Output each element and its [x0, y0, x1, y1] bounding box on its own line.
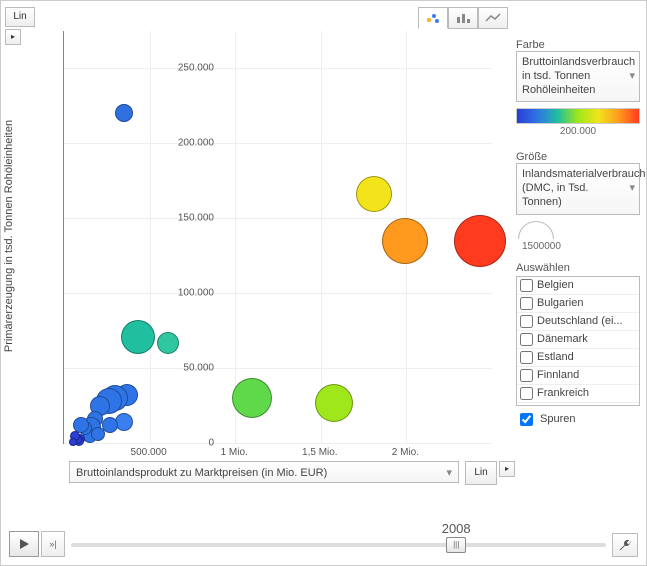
country-row[interactable]: Deutschland (ei...	[517, 313, 639, 331]
country-checkbox[interactable]	[520, 369, 533, 382]
data-point[interactable]	[454, 215, 506, 267]
data-point[interactable]	[121, 320, 155, 354]
size-select[interactable]: Inlandsmaterialverbrauch (DMC, in Tsd. T…	[516, 163, 640, 214]
data-point[interactable]	[232, 378, 272, 418]
color-select[interactable]: Bruttoinlandsverbrauch in tsd. Tonnen Ro…	[516, 51, 640, 102]
y-axis-label[interactable]: Primärerzeugung in tsd. Tonnen Rohöleinh…	[3, 120, 15, 352]
country-checkbox[interactable]	[520, 279, 533, 292]
color-label: Farbe	[516, 39, 640, 51]
trails-checkbox[interactable]	[520, 413, 533, 426]
size-label: Größe	[516, 151, 640, 163]
country-checkbox[interactable]	[520, 297, 533, 310]
data-point[interactable]	[115, 104, 133, 122]
speed-button[interactable]: »|	[41, 531, 65, 557]
country-row[interactable]: Bulgarien	[517, 295, 639, 313]
data-point[interactable]	[356, 176, 392, 212]
y-tick: 100.000	[159, 288, 214, 299]
trails-checkbox-row[interactable]: Spuren	[516, 410, 640, 429]
country-row[interactable]: Estland	[517, 349, 639, 367]
country-checkbox[interactable]	[520, 351, 533, 364]
tab-bar[interactable]	[448, 7, 478, 29]
y-expand-button[interactable]: ▸	[5, 29, 21, 45]
scatter-icon	[425, 12, 441, 24]
country-label: Estland	[537, 351, 574, 363]
y-tick: 200.000	[159, 138, 214, 149]
country-row[interactable]: Belgien	[517, 277, 639, 295]
y-tick: 0	[159, 438, 214, 449]
country-checkbox[interactable]	[520, 315, 533, 328]
x-tick: 1,5 Mio.	[302, 447, 338, 458]
side-panel: Farbe Bruttoinlandsverbrauch in tsd. Ton…	[516, 33, 640, 429]
country-checkbox[interactable]	[520, 333, 533, 346]
color-scale-tick: 200.000	[516, 126, 640, 137]
y-tick: 250.000	[159, 63, 214, 74]
wrench-icon	[618, 538, 632, 552]
y-scale-button[interactable]: Lin	[5, 7, 35, 27]
trails-label: Spuren	[540, 413, 575, 425]
data-point[interactable]	[315, 384, 353, 422]
size-max-label: 1500000	[522, 241, 640, 252]
country-label: Bulgarien	[537, 297, 583, 309]
x-scale-button[interactable]: Lin	[465, 461, 497, 485]
time-year-label: 2008	[442, 521, 471, 536]
country-label: Dänemark	[537, 333, 588, 345]
settings-button[interactable]	[612, 533, 638, 557]
app-frame: Lin ▸ Primärerzeugung in tsd. Tonnen Roh…	[0, 0, 647, 566]
country-label: Deutschland (ei...	[537, 315, 623, 327]
x-expand-button[interactable]: ▸	[499, 461, 515, 477]
size-scale-arc	[518, 221, 554, 239]
country-checkbox[interactable]	[520, 387, 533, 400]
country-row[interactable]: Frankreich	[517, 385, 639, 403]
line-icon	[485, 12, 501, 24]
y-tick: 50.000	[159, 363, 214, 374]
data-point[interactable]	[69, 438, 77, 446]
tab-scatter[interactable]	[418, 7, 448, 29]
chart-type-tabs	[418, 7, 508, 29]
x-tick: 2 Mio.	[392, 447, 419, 458]
play-icon	[18, 538, 30, 550]
country-row[interactable]: Finnland	[517, 367, 639, 385]
time-slider[interactable]: 2008 |||	[71, 543, 606, 547]
tab-line[interactable]	[478, 7, 508, 29]
data-point[interactable]	[382, 218, 428, 264]
play-button[interactable]	[9, 531, 39, 557]
color-scale-bar	[516, 108, 640, 124]
x-tick: 1 Mio.	[221, 447, 248, 458]
data-point[interactable]	[157, 332, 179, 354]
country-label: Finnland	[537, 369, 579, 381]
chart-plot-area	[63, 31, 492, 444]
country-label: Frankreich	[537, 387, 589, 399]
select-label: Auswählen	[516, 262, 640, 274]
time-slider-knob[interactable]: |||	[446, 537, 466, 553]
country-row[interactable]: Dänemark	[517, 331, 639, 349]
bar-icon	[455, 12, 471, 24]
y-tick: 150.000	[159, 213, 214, 224]
country-listbox[interactable]: Belgien Bulgarien Deutschland (ei... Dänema…	[516, 276, 640, 406]
country-label: Belgien	[537, 279, 574, 291]
x-tick: 500.000	[131, 447, 167, 458]
x-axis-select[interactable]: Bruttoinlandsprodukt zu Marktpreisen (in…	[69, 461, 459, 483]
data-point[interactable]	[91, 427, 105, 441]
